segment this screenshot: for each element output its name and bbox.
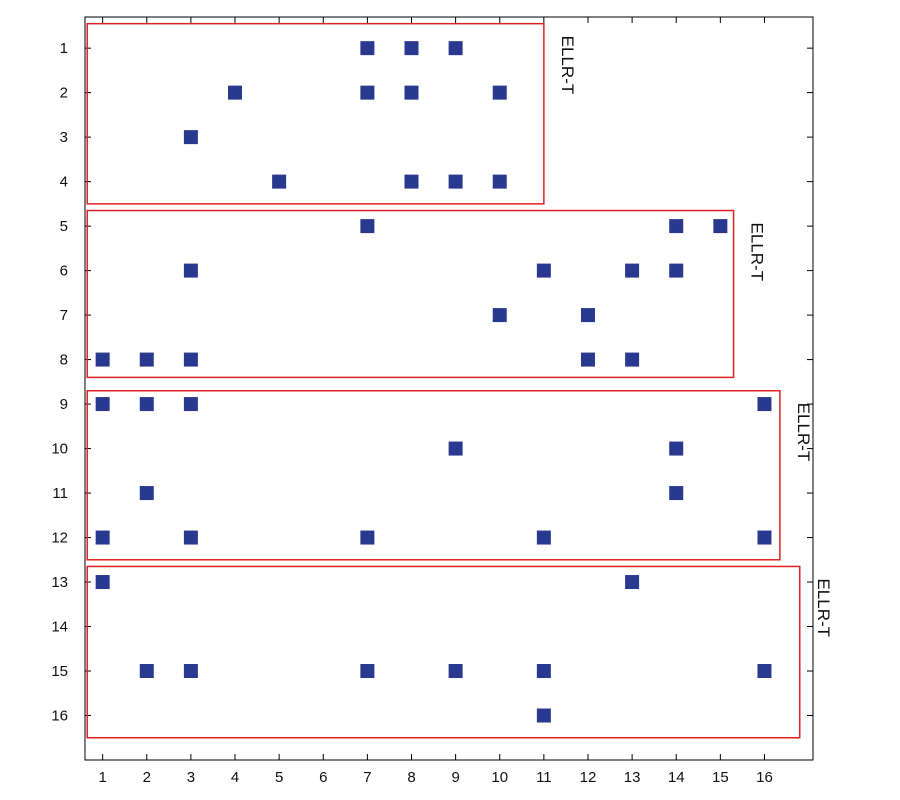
group-label: ELLR-T (814, 578, 833, 637)
data-point (536, 708, 551, 723)
y-tick-label: 4 (60, 174, 68, 191)
data-point (360, 219, 375, 234)
y-tick-label: 11 (52, 485, 68, 502)
y-tick-label: 10 (51, 441, 68, 458)
group-box (86, 565, 801, 739)
x-tick-label: 11 (536, 769, 552, 786)
x-tick-label: 3 (187, 769, 195, 786)
data-point (669, 219, 684, 234)
y-tick-label: 8 (60, 352, 68, 369)
group-label: ELLR-T (558, 36, 577, 95)
data-point (536, 530, 551, 545)
x-tick-label: 9 (451, 769, 459, 786)
data-point (625, 352, 640, 367)
x-tick-label: 4 (231, 769, 239, 786)
data-points (95, 41, 772, 723)
data-point (228, 85, 243, 100)
x-axis: 1 2 3 4 5 6 7 8 9 10 11 12 13 14 15 16 (98, 17, 773, 786)
y-tick-label: 6 (60, 263, 68, 280)
data-point (757, 664, 772, 679)
x-tick-label: 6 (319, 769, 327, 786)
data-point (448, 174, 463, 189)
data-point (183, 352, 198, 367)
x-tick-label: 15 (712, 769, 729, 786)
group-label: ELLR-T (794, 403, 813, 462)
y-tick-label: 2 (60, 85, 68, 102)
data-point (669, 486, 684, 501)
data-point (492, 174, 507, 189)
data-point (183, 530, 198, 545)
data-point (757, 530, 772, 545)
data-point (404, 41, 419, 56)
data-point (625, 263, 640, 278)
data-point (536, 263, 551, 278)
x-tick-label: 8 (407, 769, 415, 786)
data-point (492, 308, 507, 323)
data-point (360, 85, 375, 100)
y-tick-label: 5 (60, 218, 68, 235)
data-point (95, 575, 110, 590)
data-point (448, 41, 463, 56)
data-point (492, 85, 507, 100)
data-point (625, 575, 640, 590)
data-point (404, 85, 419, 100)
data-point (139, 486, 154, 501)
group-box (86, 209, 735, 379)
group-label: ELLR-T (748, 223, 767, 282)
x-tick-label: 16 (756, 769, 773, 786)
data-point (360, 41, 375, 56)
data-point (404, 174, 419, 189)
data-point (669, 263, 684, 278)
y-tick-label: 15 (51, 663, 68, 680)
data-point (360, 530, 375, 545)
data-point (183, 130, 198, 145)
data-point (713, 219, 728, 234)
data-point (95, 397, 110, 412)
data-point (272, 174, 287, 189)
data-point (139, 664, 154, 679)
data-point (757, 397, 772, 412)
data-point (183, 397, 198, 412)
x-tick-label: 5 (275, 769, 283, 786)
y-tick-label: 3 (60, 129, 68, 146)
data-point (669, 441, 684, 456)
y-tick-label: 13 (51, 574, 68, 591)
x-tick-label: 2 (143, 769, 151, 786)
data-point (95, 530, 110, 545)
data-point (580, 352, 595, 367)
data-point (95, 352, 110, 367)
x-tick-label: 12 (580, 769, 597, 786)
y-tick-label: 12 (51, 530, 68, 547)
data-point (139, 352, 154, 367)
data-point (183, 263, 198, 278)
x-tick-label: 7 (363, 769, 371, 786)
x-tick-label: 13 (624, 769, 641, 786)
x-tick-label: 1 (98, 769, 106, 786)
group-box (86, 389, 781, 561)
y-tick-label: 9 (60, 396, 68, 413)
data-point (580, 308, 595, 323)
y-tick-label: 7 (60, 307, 68, 324)
x-tick-label: 10 (491, 769, 508, 786)
data-point (448, 664, 463, 679)
data-point (360, 664, 375, 679)
y-tick-label: 1 (60, 40, 68, 57)
data-point (448, 441, 463, 456)
y-tick-label: 16 (51, 708, 68, 725)
data-point (183, 664, 198, 679)
y-tick-label: 14 (51, 619, 68, 636)
data-point (139, 397, 154, 412)
plot-area (84, 16, 814, 761)
x-tick-label: 14 (668, 769, 685, 786)
data-point (536, 664, 551, 679)
group-boxes: ELLR-T ELLR-T ELLR-T ELLR-T (86, 22, 833, 739)
group-box (86, 22, 545, 205)
